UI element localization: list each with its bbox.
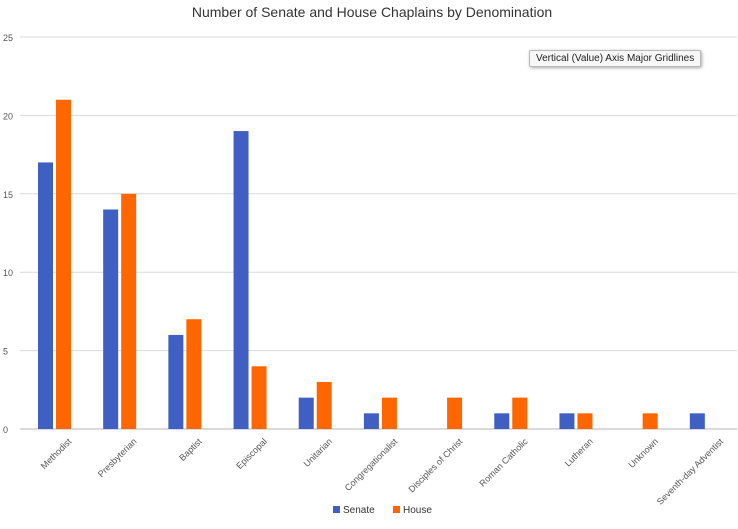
chart-title: Number of Senate and House Chaplains by … xyxy=(192,4,552,20)
bar-senate[interactable] xyxy=(559,413,575,429)
y-tick-label: 15 xyxy=(3,190,13,200)
x-tick-label: Baptist xyxy=(177,436,204,463)
bar-house[interactable] xyxy=(381,397,397,429)
legend[interactable]: Senate House xyxy=(333,505,432,516)
bar-house[interactable] xyxy=(447,397,463,429)
y-tick-label: 20 xyxy=(3,111,13,121)
bar-senate[interactable] xyxy=(494,413,510,429)
x-tick-label: Lutheran xyxy=(563,436,595,468)
x-tick-label: Methodist xyxy=(39,436,74,471)
x-tick-label: Presbyterian xyxy=(96,436,139,479)
gridlines[interactable] xyxy=(20,36,737,430)
bar-house[interactable] xyxy=(121,193,137,429)
y-axis-labels: 0 5 10 15 20 25 xyxy=(3,33,13,435)
bar-senate[interactable] xyxy=(103,209,119,429)
bar-house[interactable] xyxy=(577,413,593,429)
bar-senate[interactable] xyxy=(689,413,705,429)
bar-senate[interactable] xyxy=(38,162,53,429)
bar-house[interactable] xyxy=(512,397,528,429)
x-tick-label: Unknown xyxy=(626,436,660,470)
y-tick-label: 5 xyxy=(3,347,8,357)
x-tick-label: Roman Catholic xyxy=(477,436,530,489)
x-tick-label: Unitarian xyxy=(302,436,335,469)
x-tick-label: Episcopal xyxy=(234,436,269,471)
y-tick-label: 25 xyxy=(3,33,13,43)
x-axis-labels: Methodist Presbyterian Baptist Episcopal Uni… xyxy=(39,436,726,507)
y-tick-label: 0 xyxy=(3,425,8,435)
x-tick-label: Congregationalist xyxy=(343,436,400,493)
bar-senate[interactable] xyxy=(363,413,379,429)
bar-house[interactable] xyxy=(642,413,658,429)
legend-swatch-house xyxy=(393,506,400,513)
bar-house[interactable] xyxy=(186,319,202,429)
legend-label-house[interactable]: House xyxy=(403,505,432,516)
x-tick-label: Seventh-day Adventist xyxy=(655,436,726,507)
bar-house[interactable] xyxy=(251,366,267,429)
legend-swatch-senate xyxy=(333,506,340,513)
bars[interactable] xyxy=(38,99,705,429)
x-tick-label: Disciples of Christ xyxy=(407,436,465,494)
y-tick-label: 10 xyxy=(3,268,13,278)
gridlines-tooltip: Vertical (Value) Axis Major Gridlines xyxy=(529,50,702,67)
legend-label-senate[interactable]: Senate xyxy=(343,505,375,516)
bar-house[interactable] xyxy=(316,381,332,429)
bar-house[interactable] xyxy=(56,99,71,429)
bar-senate[interactable] xyxy=(168,334,184,429)
bar-senate[interactable] xyxy=(298,397,314,429)
bar-senate[interactable] xyxy=(233,131,249,429)
